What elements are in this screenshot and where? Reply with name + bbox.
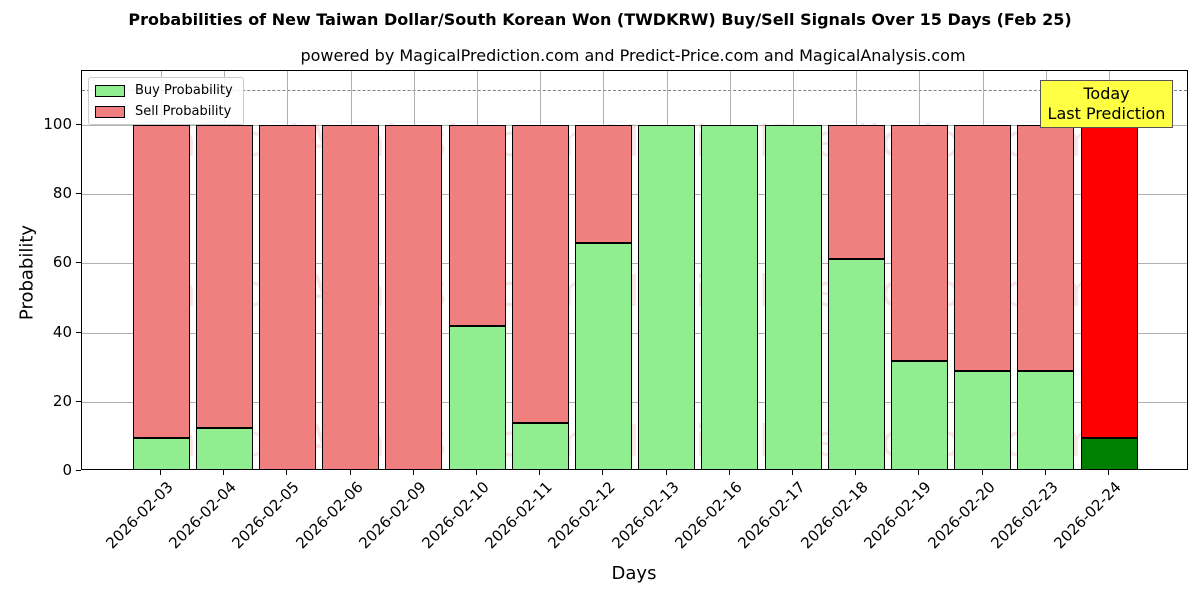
- plot-area: MagicalAnalysis.comMagicalPrediction.com…: [81, 70, 1188, 470]
- legend-item-buy: Buy Probability: [95, 83, 233, 98]
- bar-sell: [385, 125, 443, 469]
- x-tick: [1108, 470, 1109, 475]
- x-tick: [349, 470, 351, 475]
- y-tick: [76, 470, 81, 471]
- bar-buy: [827, 258, 885, 469]
- chart-title: Probabilities of New Taiwan Dollar/South…: [128, 10, 1072, 29]
- bar-sell: [195, 125, 253, 429]
- gridline-h: [82, 194, 1187, 196]
- y-tick-label: 100: [43, 115, 72, 133]
- sell-swatch-icon: [95, 105, 125, 118]
- x-axis-title: Days: [611, 563, 657, 584]
- buy-swatch-icon: [95, 84, 125, 97]
- y-tick-label: 80: [52, 184, 72, 203]
- annotation-line2: Last Prediction: [1047, 104, 1166, 123]
- y-tick: [76, 262, 81, 264]
- y-tick-label: 60: [52, 253, 72, 272]
- bar-sell: [1017, 125, 1075, 371]
- x-tick: [918, 470, 920, 475]
- bar-buy: [701, 125, 759, 469]
- x-tick: [792, 470, 793, 475]
- bar-buy: [890, 360, 948, 469]
- legend-item-sell: Sell Probability: [95, 104, 231, 119]
- bar-sell: [827, 125, 885, 259]
- bar-buy: [1080, 438, 1138, 469]
- y-tick: [76, 331, 81, 333]
- x-tick: [1044, 470, 1046, 475]
- bar-buy: [638, 125, 696, 469]
- gridline-h: [82, 332, 1187, 334]
- bar-sell: [322, 125, 380, 469]
- x-tick: [981, 470, 983, 475]
- y-axis-title: Probability: [16, 224, 38, 321]
- y-tick-label: 0: [62, 461, 72, 479]
- y-tick: [76, 193, 81, 195]
- y-tick-label: 20: [52, 391, 72, 410]
- y-tick: [76, 124, 81, 125]
- today-annotation: Today Last Prediction: [1040, 80, 1173, 128]
- x-tick: [160, 470, 161, 475]
- bar-buy: [132, 438, 190, 469]
- x-tick: [855, 470, 857, 475]
- bar-sell: [511, 125, 569, 423]
- legend: Buy Probability Sell Probability: [88, 77, 244, 125]
- x-tick: [602, 470, 604, 475]
- gridline-h: [82, 263, 1187, 265]
- bar-buy: [448, 326, 506, 469]
- x-tick: [665, 470, 667, 475]
- y-tick-label: 40: [52, 322, 72, 341]
- bar-sell: [574, 125, 632, 243]
- bar-buy: [195, 428, 253, 469]
- bar-sell: [132, 125, 190, 439]
- bar-buy: [764, 125, 822, 469]
- annotation-line1: Today: [1083, 84, 1130, 103]
- bar-sell: [1080, 125, 1138, 439]
- x-tick: [728, 470, 730, 475]
- legend-label-buy: Buy Probability: [135, 83, 233, 98]
- bar-sell: [448, 125, 506, 327]
- bar-buy: [1017, 371, 1075, 469]
- bar-buy: [511, 422, 569, 469]
- bar-buy: [574, 242, 632, 469]
- bar-sell: [890, 125, 948, 361]
- gridline-h: [82, 125, 1187, 126]
- legend-label-sell: Sell Probability: [135, 104, 232, 119]
- x-tick: [476, 470, 477, 475]
- gridline-h: [82, 401, 1187, 403]
- chart-subtitle: powered by MagicalPrediction.com and Pre…: [300, 46, 966, 65]
- x-tick: [412, 470, 414, 475]
- x-tick: [286, 470, 288, 475]
- x-tick: [223, 470, 225, 475]
- x-tick: [539, 470, 541, 475]
- y-tick: [76, 400, 81, 402]
- bar-buy: [954, 371, 1012, 469]
- bar-sell: [954, 125, 1012, 371]
- bar-sell: [258, 125, 316, 469]
- reference-line: [82, 90, 1187, 92]
